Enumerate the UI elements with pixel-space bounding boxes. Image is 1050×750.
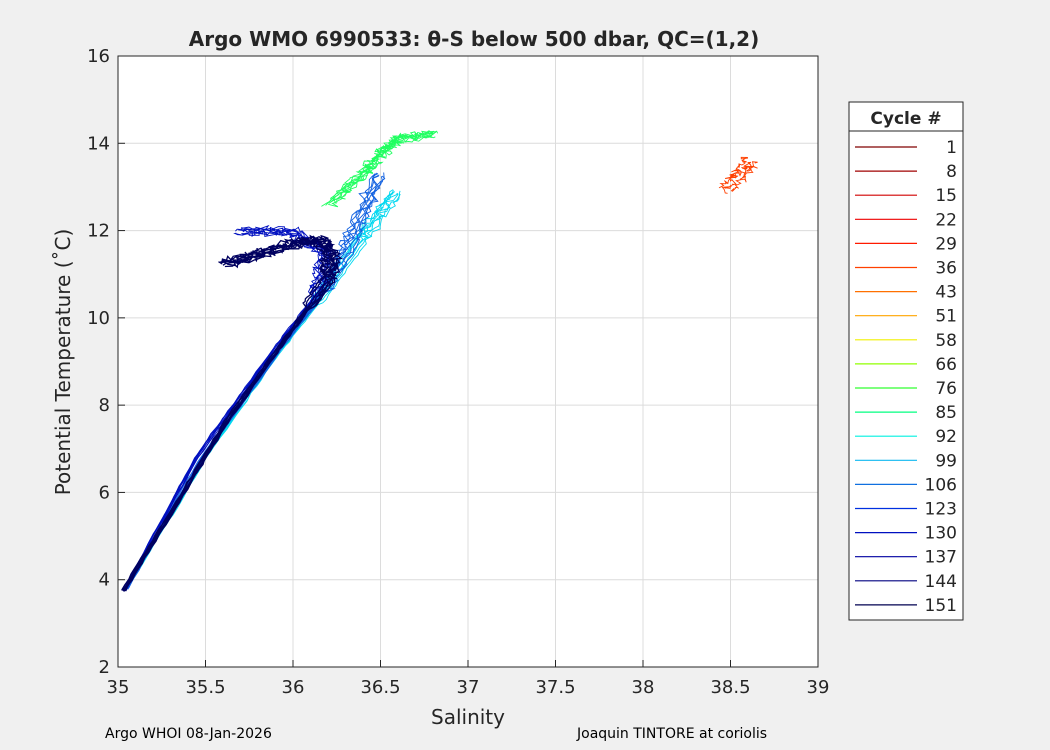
series-line: [126, 193, 401, 589]
y-tick-label: 4: [99, 570, 110, 591]
series-line: [328, 135, 436, 208]
legend-label: 15: [935, 186, 957, 206]
legend-label: 76: [935, 379, 957, 399]
x-tick-label: 38: [632, 677, 655, 698]
legend-label: 29: [935, 234, 957, 254]
x-tick-label: 37.5: [535, 677, 575, 698]
y-tick-label: 16: [87, 46, 110, 67]
series-line: [325, 131, 434, 206]
footer-right: Joaquin TINTORE at coriolis: [577, 726, 768, 742]
x-axis-label: Salinity: [431, 705, 505, 729]
x-tick-label: 39: [807, 677, 830, 698]
y-tick-label: 14: [87, 133, 110, 154]
x-tick-label: 35.5: [185, 677, 225, 698]
legend-label: 123: [925, 500, 957, 520]
series-line: [121, 234, 329, 591]
footer-left: Argo WHOI 08-Jan-2026: [105, 726, 272, 742]
legend-label: 51: [935, 307, 957, 327]
y-axis-label: Potential Temperature (˚C): [51, 229, 75, 496]
legend-label: 151: [925, 596, 957, 616]
legend-label: 130: [925, 524, 957, 544]
legend-label: 85: [935, 403, 957, 423]
legend-label: 137: [925, 548, 957, 568]
legend-label: 8: [946, 162, 957, 182]
series-line: [125, 230, 331, 592]
y-tick-label: 8: [99, 395, 110, 416]
legend-label: 66: [935, 355, 957, 375]
legend-label: 58: [935, 331, 957, 351]
y-tick-label: 6: [99, 482, 110, 503]
legend-label: 1: [946, 138, 957, 158]
legend: Cycle # 1 8 15 22 29 36 43 51 58 66 76 85 92 99 106 123…: [848, 101, 964, 621]
series-line: [321, 135, 432, 207]
legend-title: Cycle #: [870, 109, 941, 129]
legend-label: 144: [925, 572, 957, 592]
x-tick-label: 36.5: [360, 677, 400, 698]
x-tick-label: 38.5: [710, 677, 750, 698]
x-tick-label: 36: [282, 677, 305, 698]
legend-label: 22: [935, 210, 957, 230]
legend-label: 106: [925, 475, 957, 495]
y-tick-label: 2: [99, 657, 110, 678]
legend-label: 36: [935, 259, 957, 279]
series-line: [332, 130, 437, 204]
series-line: [730, 161, 758, 192]
x-tick-label: 37: [457, 677, 480, 698]
series-line: [124, 224, 331, 591]
y-tick-label: 10: [87, 308, 110, 329]
legend-label: 92: [935, 427, 957, 447]
y-tick-label: 12: [87, 221, 110, 242]
series-line: [721, 161, 752, 194]
x-tick-label: 35: [107, 677, 130, 698]
legend-label: 99: [935, 451, 957, 471]
series-line: [718, 156, 749, 189]
legend-label: 43: [935, 283, 957, 303]
chart-title: Argo WMO 6990533: θ-S below 500 dbar, QC…: [189, 27, 759, 51]
